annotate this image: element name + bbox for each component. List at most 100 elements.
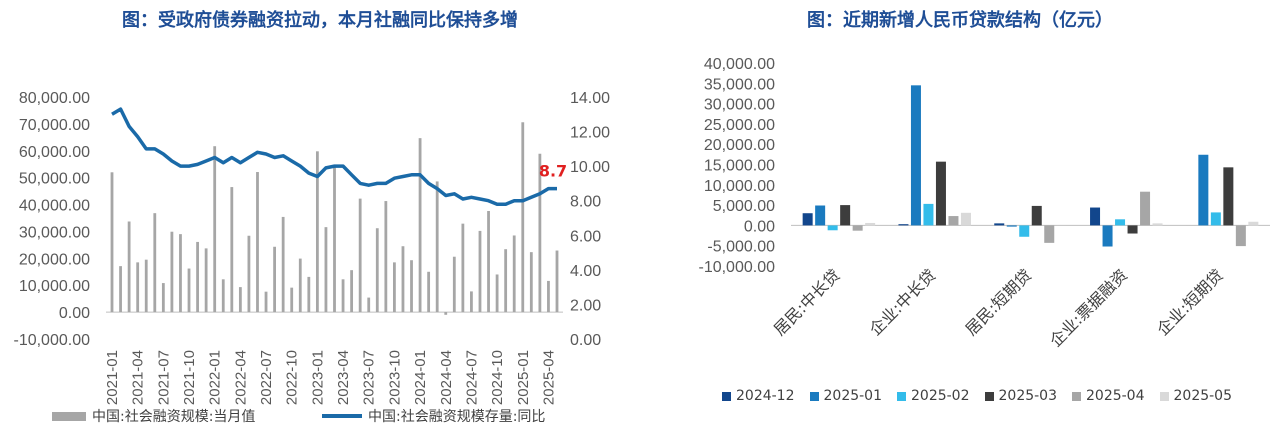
legend-swatch [984, 391, 994, 401]
bar-monthly-value [444, 312, 448, 315]
y-right-tick-label: 6.00 [570, 228, 601, 245]
right-chart-title: 图：近期新增人民币贷款结构（亿元） [807, 10, 1113, 31]
line-end-annotation: 8.7 [539, 162, 567, 181]
bar-monthly-value [179, 234, 182, 313]
bar-monthly-value [367, 297, 371, 313]
left-chart-title: 图：受政府债券融资拉动，本月社融同比保持多增 [122, 10, 518, 31]
bar-2025-03 [935, 161, 946, 226]
y-tick-label: 30,000.00 [704, 97, 775, 114]
bar-monthly-value [487, 211, 490, 313]
bar-monthly-value [187, 268, 191, 313]
bar-monthly-value [221, 279, 225, 313]
bar-monthly-value [435, 181, 439, 313]
y-tick-label: 25,000.00 [704, 117, 775, 134]
bar-monthly-value [230, 187, 234, 313]
bar-2025-02 [1019, 225, 1030, 237]
bar-monthly-value [315, 151, 319, 313]
y-left-tick-label: -10,000.00 [13, 332, 90, 349]
category-label: 居民:中长贷 [770, 265, 844, 339]
bar-monthly-value [538, 153, 542, 313]
bar-monthly-value [478, 230, 482, 313]
x-tick-label: 2022-04 [232, 350, 249, 405]
x-tick-label: 2025-04 [540, 350, 557, 405]
x-tick-label: 2023-04 [335, 350, 352, 405]
x-tick-label: 2024-04 [438, 350, 455, 405]
x-tick-label: 2022-10 [284, 350, 301, 405]
legend-swatch [722, 391, 731, 401]
bar-monthly-value [136, 262, 140, 313]
bar-monthly-value [418, 138, 422, 313]
bar-monthly-value [307, 276, 311, 313]
y-tick-label: -10,000.00 [698, 259, 775, 276]
bar-2025-01 [910, 85, 921, 226]
bar-monthly-value [350, 270, 354, 313]
bar-monthly-value [119, 266, 122, 313]
y-left-tick-label: 50,000.00 [19, 171, 90, 188]
bar-2025-04 [1235, 225, 1246, 247]
bar-monthly-value [504, 249, 508, 313]
y-left-tick-label: 30,000.00 [19, 224, 90, 241]
bar-monthly-value [427, 271, 431, 313]
y-right-tick-label: 8.00 [570, 194, 601, 211]
y-right-tick-label: 4.00 [570, 263, 601, 280]
bar-monthly-value [298, 258, 302, 313]
bar-monthly-value [375, 228, 379, 313]
bar-monthly-value [341, 279, 345, 313]
bar-2025-02 [1210, 212, 1221, 226]
y-right-tick-label: 12.00 [570, 125, 610, 142]
bar-2024-12 [802, 213, 813, 226]
x-tick-label: 2024-10 [489, 350, 506, 405]
y-left-tick-label: 80,000.00 [19, 90, 90, 107]
legend-swatch [809, 391, 819, 401]
legend-item: 2025-01 [809, 388, 882, 404]
x-tick-label: 2025-01 [515, 350, 532, 405]
legend-swatch [1159, 391, 1169, 401]
bar-monthly-value [238, 287, 242, 313]
x-tick-label: 2023-07 [361, 350, 378, 405]
legend-bar-label: 中国:社会融资规模:当月值 [92, 409, 256, 425]
y-right-tick-label: 0.00 [570, 332, 601, 349]
y-left-tick-label: 40,000.00 [19, 198, 90, 215]
category-label: 企业:中长贷 [866, 265, 940, 339]
y-left-tick-label: 0.00 [59, 305, 90, 322]
y-tick-label: -5,000.00 [707, 239, 775, 256]
bar-monthly-value [521, 122, 525, 313]
x-tick-label: 2021-10 [181, 350, 198, 405]
bar-monthly-value [410, 260, 413, 313]
x-tick-label: 2023-10 [386, 350, 403, 405]
y-left-tick-label: 20,000.00 [19, 251, 90, 268]
category-label: 企业:短期贷 [1153, 265, 1227, 339]
legend-item: 2025-04 [1072, 388, 1145, 404]
y-tick-label: 40,000.00 [704, 56, 775, 73]
x-tick-label: 2022-07 [258, 350, 275, 405]
bar-2025-02 [1115, 219, 1126, 226]
bar-monthly-value [324, 227, 328, 313]
bar-2025-01 [1102, 225, 1113, 247]
bar-2025-01 [815, 205, 826, 226]
x-tick-label: 2021-04 [130, 350, 147, 405]
legend-item: 2025-05 [1159, 388, 1232, 404]
x-tick-label: 2023-01 [309, 350, 326, 405]
bar-monthly-value [290, 287, 294, 313]
y-right-tick-label: 2.00 [570, 297, 601, 314]
y-tick-label: 20,000.00 [704, 137, 775, 154]
legend-item: 2024-12 [722, 388, 795, 404]
legend-label: 2025-04 [1086, 388, 1145, 404]
bar-2025-05 [1152, 223, 1163, 226]
bar-2025-03 [1031, 205, 1042, 226]
bar-2025-05 [865, 222, 876, 226]
bar-monthly-value [547, 280, 550, 313]
bar-monthly-value [213, 146, 217, 313]
bar-2025-01 [1198, 154, 1209, 226]
legend-line-label: 中国:社会融资规模存量:同比 [368, 409, 546, 425]
bar-monthly-value [196, 241, 199, 313]
bar-2025-05 [1248, 221, 1259, 226]
bar-monthly-value [256, 172, 259, 313]
bar-2025-04 [1140, 191, 1151, 226]
bar-monthly-value [153, 213, 157, 313]
right-chart-svg: 40,000.00 35,000.00 30,000.00 25,000.00 20,0… [698, 56, 1270, 351]
right-legend: 2024-12 2025-01 2025-02 2025-03 2025-04 2025-… [722, 388, 1247, 404]
bar-2025-03 [840, 205, 851, 226]
bar-2025-01 [1006, 225, 1017, 227]
bar-monthly-value [529, 252, 533, 313]
